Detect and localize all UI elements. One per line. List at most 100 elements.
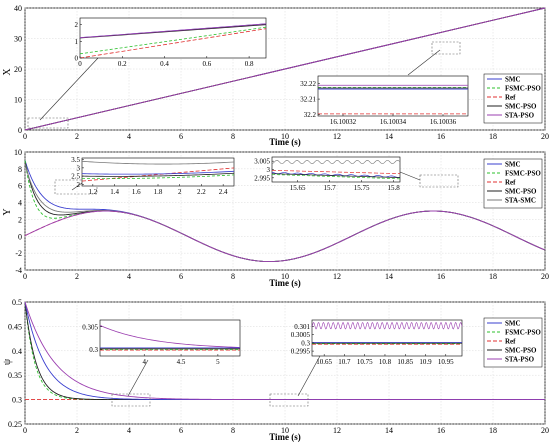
x-tick-labels: 0 2 4 6 8 10 12 14 16 18 20 xyxy=(23,272,549,281)
x-tick-label: 14 xyxy=(385,426,393,435)
legend-entry: FSMC-PSO xyxy=(505,170,541,178)
inset-x-left: 0 0.2 0.4 0.6 0.8 0 1 2 xyxy=(75,17,267,68)
inset-y-tick-label: 0.3005 xyxy=(291,331,311,339)
y-tick-label: 0 xyxy=(18,126,22,135)
series-line-sta-smc xyxy=(271,160,401,164)
y-tick-label: 10 xyxy=(14,148,22,157)
x-axis-label: Time (s) xyxy=(269,278,301,288)
zoom-box xyxy=(111,393,151,407)
legend-entry: STA-PSO xyxy=(505,112,535,120)
inset-ticks: 4 4.5 5 0.3 0.305 xyxy=(82,323,220,366)
zoom-arrow xyxy=(127,359,149,397)
inset-y-tick-label: 3 xyxy=(267,166,271,174)
series-line-fsmc-pso xyxy=(79,26,267,55)
inset-x-tick-label: 10.65 xyxy=(316,358,332,366)
zoom-box xyxy=(419,174,459,188)
inset-x-tick-label: 16.10034 xyxy=(380,118,407,126)
inset-ticks: 10.65 10.7 10.75 10.8 10.85 10.9 10.950.29950.… xyxy=(291,323,454,366)
x-tick-label: 18 xyxy=(489,272,497,281)
series-group xyxy=(24,160,546,263)
legend-entry: SMC xyxy=(505,320,521,328)
inset-x-tick-label: 10.7 xyxy=(338,358,351,366)
x-tick-label: 16 xyxy=(437,272,445,281)
x-tick-label: 6 xyxy=(179,132,183,141)
inset-ticks: 0 0.2 0.4 0.6 0.8 0 1 2 xyxy=(75,21,254,68)
x-tick-label: 4 xyxy=(127,426,131,435)
inset-x-tick-label: 10.9 xyxy=(419,358,432,366)
series-group xyxy=(24,7,546,131)
inset-x-tick-label: 5 xyxy=(216,358,220,366)
inset-y-tick-label: 32.22 xyxy=(300,80,316,88)
series-line-smc xyxy=(81,170,235,175)
inset-x-tick-label: 0.4 xyxy=(160,60,169,68)
inset-ticks: 16.10032 16.10034 16.10036 32.2 32.21 32.22 xyxy=(300,80,456,126)
inset-x-tick-label: 2.2 xyxy=(197,188,206,196)
x-tick-label: 8 xyxy=(231,132,235,141)
inset-y-tick-label: 3 xyxy=(77,164,81,172)
inset-x-tick-label: 16.10032 xyxy=(330,118,357,126)
inset-y-tick-label: 2 xyxy=(77,181,81,189)
x-tick-label: 0 xyxy=(23,272,27,281)
series-line-fsmc-pso xyxy=(271,174,401,180)
y-axis-label: ψ xyxy=(2,358,13,365)
legend-entry: Ref xyxy=(505,94,516,102)
x-tick-label: 6 xyxy=(179,272,183,281)
inset-y-tick-label: 2.5 xyxy=(71,173,80,181)
inset-y-tick-label: 0.301 xyxy=(294,323,310,331)
zoom-arrow xyxy=(297,355,321,397)
legend-entry: FSMC-PSO xyxy=(505,85,541,93)
legend-entry: Ref xyxy=(505,338,516,346)
y-axis-label: X xyxy=(2,68,13,76)
series-line-smc-pso xyxy=(271,173,401,179)
inset-y-tick-label: 0.3 xyxy=(301,339,310,347)
zoom-box xyxy=(269,393,309,407)
x-tick-label: 20 xyxy=(541,426,549,435)
inset-x-tick-label: 15.65 xyxy=(290,184,306,192)
inset-x-tick-label: 1.4 xyxy=(110,188,119,196)
legend-entry: STA-PSO xyxy=(505,356,535,364)
inset-x-tick-label: 4 xyxy=(142,358,146,366)
inset-frame xyxy=(317,75,469,117)
inset-x-tick-label: 4.5 xyxy=(177,358,186,366)
series-line-sta-pso xyxy=(24,210,546,263)
series-line-sta-pso xyxy=(24,7,546,131)
inset-y-tick-label: 0.305 xyxy=(82,323,98,331)
series-line-fsmc-pso xyxy=(81,174,235,180)
inset-x-tick-label: 0.2 xyxy=(118,60,127,68)
x-tick-label: 4 xyxy=(127,272,131,281)
inset-x-tick-label: 10.8 xyxy=(379,358,392,366)
inset-x-tick-label: 15.75 xyxy=(354,184,370,192)
inset-x-tick-label: 0.6 xyxy=(202,60,211,68)
legend-entry: SMC xyxy=(505,76,521,84)
x-tick-label: 20 xyxy=(541,272,549,281)
x-tick-labels: 0 2 4 6 8 10 12 14 16 18 20 xyxy=(23,426,549,435)
inset-y-tick-label: 0.3 xyxy=(89,346,98,354)
y-tick-label: 0.45 xyxy=(8,322,22,331)
inset-x-tick-label: 10.85 xyxy=(397,358,413,366)
y-tick-label: 6 xyxy=(18,182,22,191)
x-tick-label: 6 xyxy=(179,426,183,435)
inset-x-tick-label: 2 xyxy=(178,188,182,196)
x-tick-label: 10 xyxy=(281,272,289,281)
inset-series xyxy=(271,160,401,180)
series-line-ref xyxy=(79,28,267,59)
zoom-box xyxy=(431,41,461,55)
x-tick-label: 18 xyxy=(489,426,497,435)
zoom-box xyxy=(54,179,98,195)
inset-x-tick-label: 2.4 xyxy=(219,188,228,196)
y-tick-label: 30 xyxy=(14,35,22,44)
y-tick-labels: 0.25 0.3 0.35 0.4 0.45 0.5 xyxy=(8,298,22,429)
y-tick-label: 0.3 xyxy=(12,396,22,405)
x-tick-label: 0 xyxy=(23,132,27,141)
x-axis-label: Time (s) xyxy=(269,137,301,147)
zoom-arrow xyxy=(407,49,441,76)
y-tick-label: 0.25 xyxy=(8,420,22,429)
series-line-sta-pso xyxy=(311,321,463,330)
inset-y-tick-label: 1 xyxy=(75,38,79,46)
x-tick-label: 20 xyxy=(541,132,549,141)
legend-entry: SMC-PSO xyxy=(505,188,537,196)
